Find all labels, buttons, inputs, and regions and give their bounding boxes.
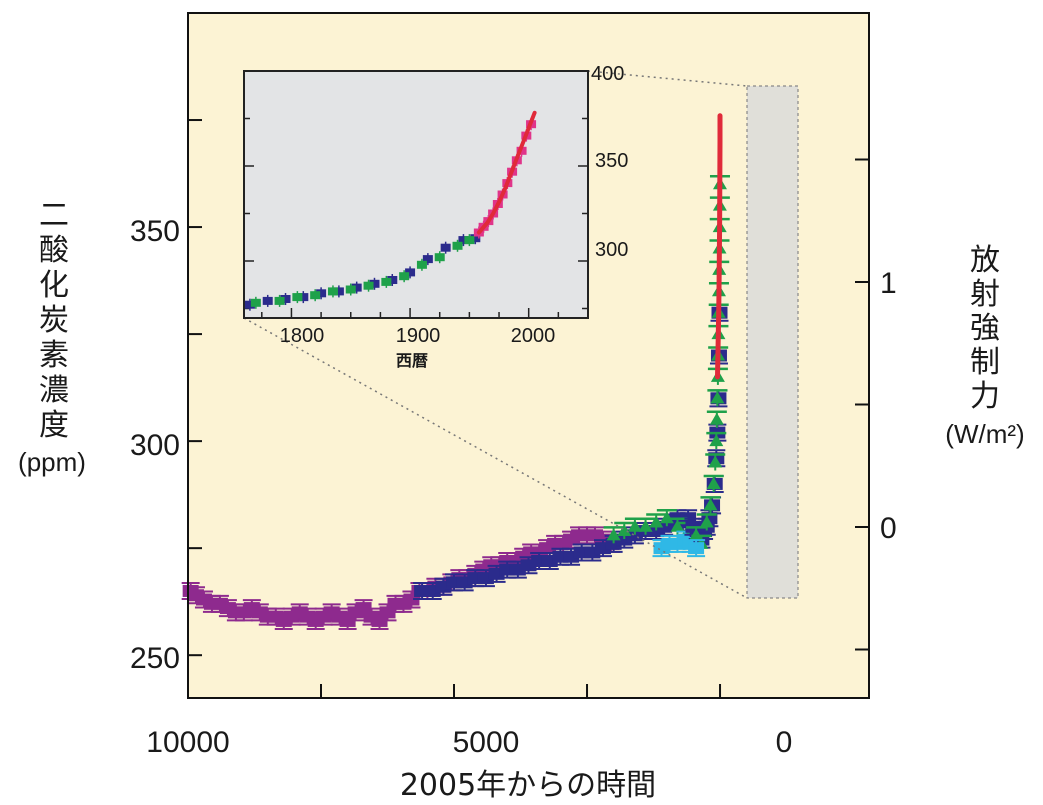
y2-tick-label: 1 (880, 267, 897, 300)
y2-tick-label: 0 (880, 512, 897, 545)
data-point (638, 519, 653, 532)
x-tick-label: 0 (776, 726, 793, 759)
y-tick-label: 250 (130, 642, 180, 675)
y-axis-label-char: 炭 (39, 303, 69, 338)
inset-y-tick-label: 400 (591, 63, 624, 85)
data-point (710, 391, 725, 404)
main-data-points (181, 508, 700, 630)
plot-frame (187, 12, 870, 699)
inset-data-point (274, 296, 285, 305)
inset-data-point (363, 281, 374, 290)
zoom-highlight-box (746, 85, 799, 599)
inset-data-point (416, 260, 427, 269)
inset-data-point (440, 243, 451, 252)
inset-data-point (387, 276, 398, 284)
main-axis-ticks (187, 119, 869, 698)
inset-data-points (244, 110, 537, 311)
inset-data-point (292, 293, 303, 302)
inset-data-point (381, 277, 392, 286)
inset-x-tick-label: 1800 (280, 325, 325, 347)
y2-axis-unit: (W/m²) (945, 419, 1024, 449)
inset-data-point (244, 300, 255, 309)
data-point (649, 515, 664, 528)
zoom-region-points (684, 113, 730, 558)
data-point (709, 434, 724, 447)
inset-x-tick-label: 2000 (511, 325, 556, 347)
data-point (659, 511, 674, 524)
data-point (706, 476, 721, 489)
y2-axis-label-char: 力 (970, 379, 1000, 414)
inset-data-point (369, 279, 380, 288)
inset-data-point (464, 236, 475, 245)
inset-data-point (262, 296, 273, 305)
inset-data-point (333, 287, 344, 296)
inset-data-point (298, 293, 309, 302)
inset-data-point (280, 295, 291, 303)
data-point (688, 542, 705, 555)
inset-data-point (327, 287, 338, 296)
y2-axis-label-char: 射 (970, 277, 1000, 312)
inset-series-line (476, 110, 537, 235)
inset-data-point (345, 285, 356, 294)
y-tick-label: 300 (130, 429, 180, 462)
inset-data-point (351, 283, 362, 292)
inset-x-tick-label: 1900 (396, 325, 441, 347)
y-axis-label-char: 酸 (39, 233, 69, 268)
zoom-connector-top (587, 70, 748, 87)
inset-data-point (434, 253, 445, 262)
data-point (617, 524, 632, 537)
inset-x-axis-label: 西暦 (396, 351, 428, 370)
data-point (709, 412, 724, 425)
y-axis-label-char: 度 (39, 408, 69, 443)
inset-data-point (470, 234, 481, 243)
data-point (689, 528, 704, 541)
data-point (708, 455, 723, 468)
inset-data-point (458, 236, 469, 245)
y2-axis-label-char: 放 (970, 243, 1000, 278)
y2-axis-label-char: 強 (970, 311, 1000, 346)
data-point (627, 519, 642, 532)
y-axis-label-char: 化 (39, 268, 69, 303)
series-line (715, 113, 723, 380)
inset-y-tick-label: 350 (595, 150, 628, 172)
inset-data-point (422, 255, 433, 264)
x-tick-label: 5000 (453, 726, 520, 759)
y-axis-label-char: 二 (39, 198, 69, 233)
data-point (703, 498, 718, 511)
inset-plot-background (243, 70, 589, 319)
inset-y-tick-label: 300 (595, 239, 628, 261)
inset-data-point (405, 268, 416, 277)
inset-data-point (399, 272, 410, 281)
inset-data-point (250, 298, 261, 307)
inset-data-point (452, 241, 463, 250)
data-point (606, 528, 621, 541)
inset-data-point (316, 289, 327, 298)
y-axis-label-char: 濃 (39, 373, 69, 408)
y-axis-label-char: 素 (39, 338, 69, 373)
y2-axis-label-char: 制 (970, 345, 1000, 380)
inset-data-point (310, 291, 321, 300)
x-axis-label: 2005年からの時間 (400, 768, 656, 803)
x-tick-label: 10000 (146, 726, 229, 759)
y-tick-label: 350 (130, 215, 180, 248)
y-axis-unit: (ppm) (18, 447, 86, 477)
data-point (670, 519, 685, 532)
data-point (699, 515, 714, 528)
